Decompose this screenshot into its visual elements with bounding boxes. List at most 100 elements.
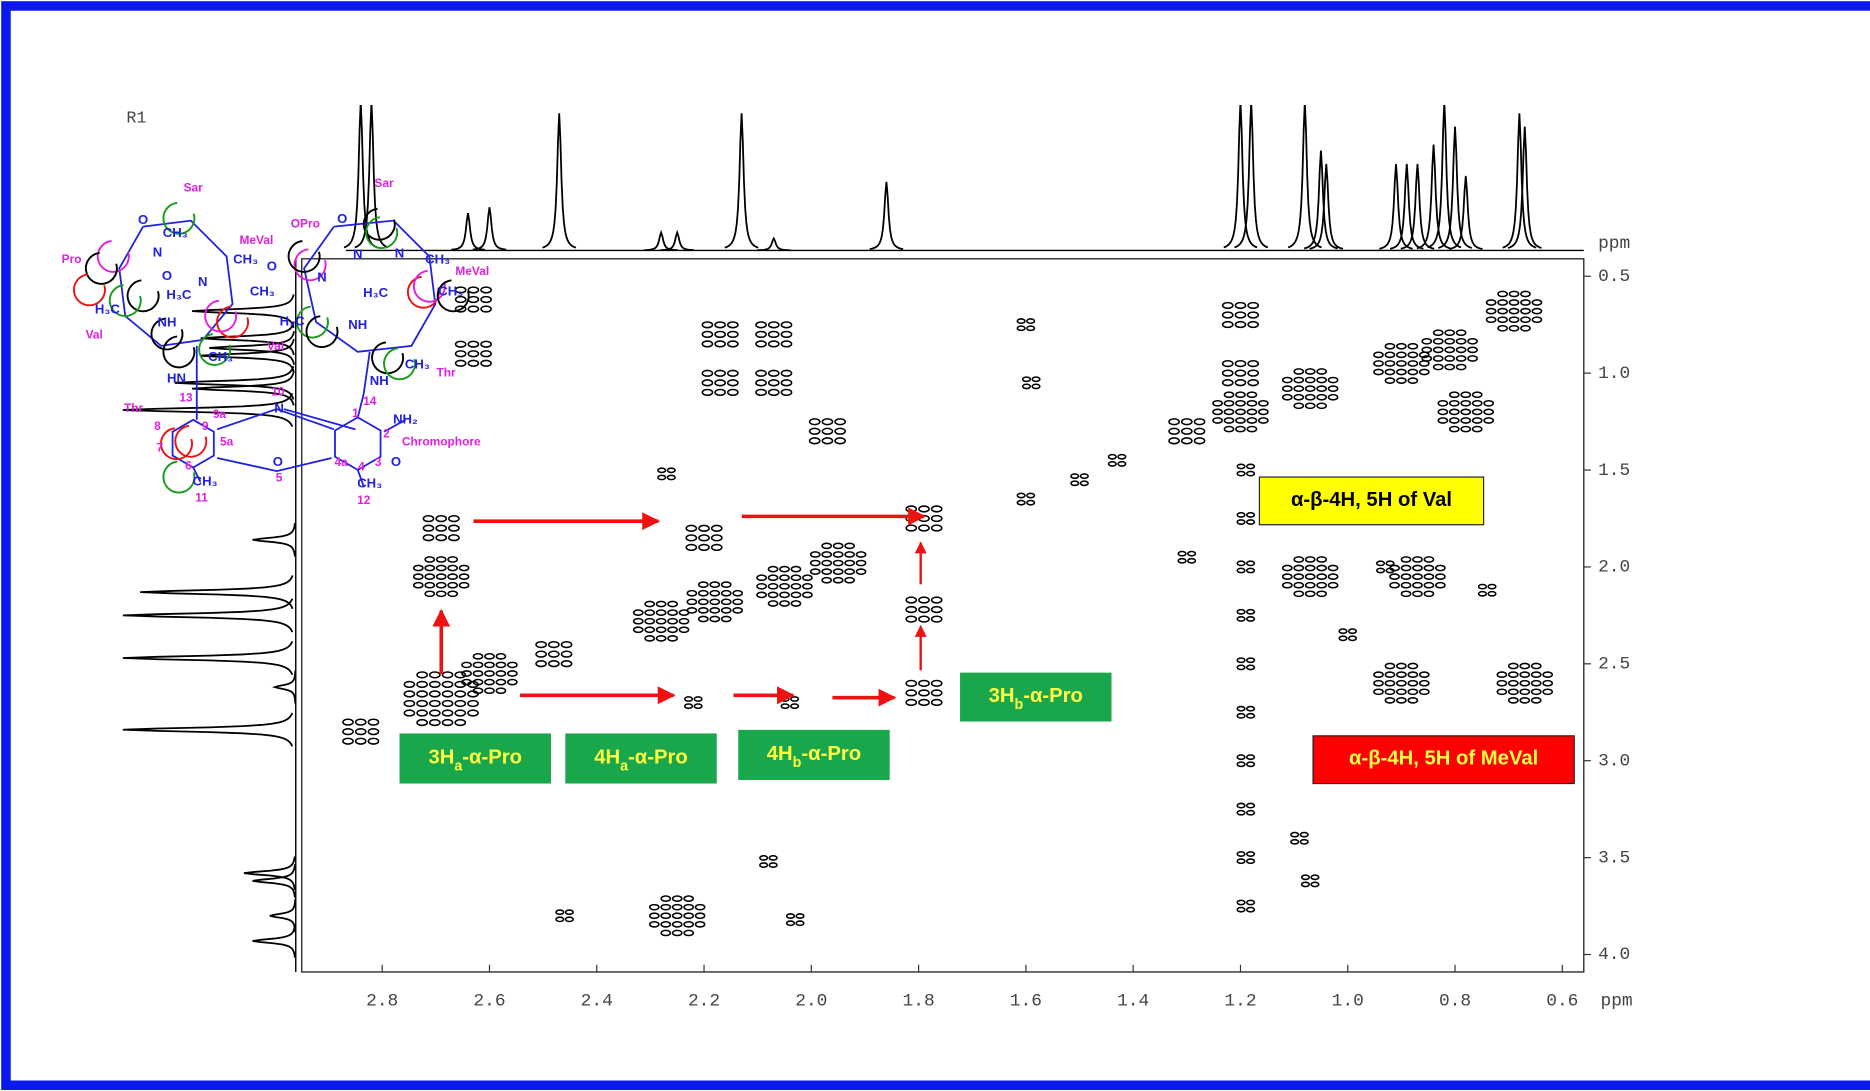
contour <box>1246 399 1258 407</box>
contour <box>1221 359 1234 368</box>
contour <box>671 921 683 928</box>
contour <box>667 600 678 608</box>
contour <box>1448 391 1460 399</box>
cross-peak <box>755 369 793 397</box>
structure-label: 6 <box>185 458 192 472</box>
cross-peak <box>905 596 943 623</box>
contour <box>1412 556 1423 563</box>
contour <box>1234 301 1247 310</box>
contour <box>1293 581 1305 589</box>
annotation-text: b <box>1014 697 1023 713</box>
contour <box>1432 363 1444 371</box>
annotation-text: -α-Pro <box>462 747 522 769</box>
contour <box>905 689 918 697</box>
contour <box>714 369 726 377</box>
contour <box>666 474 676 481</box>
contour <box>768 862 778 869</box>
contour <box>834 437 847 445</box>
structure-label: H₃C <box>95 302 121 317</box>
structure-label: 9a <box>213 407 227 421</box>
contour <box>1327 573 1339 580</box>
contour <box>1304 385 1316 392</box>
contour <box>1384 662 1396 670</box>
contour <box>1373 360 1384 367</box>
contour <box>495 687 507 695</box>
contour <box>547 650 560 658</box>
contour <box>759 855 769 861</box>
contour <box>1421 337 1433 345</box>
contour <box>458 581 470 589</box>
contour <box>454 295 467 304</box>
contour <box>790 591 802 599</box>
contour <box>1483 408 1495 416</box>
contour <box>709 581 721 588</box>
contour <box>686 607 698 614</box>
contour <box>1235 408 1246 416</box>
contour <box>698 534 710 542</box>
contour <box>714 388 726 397</box>
cross-peak <box>905 679 943 707</box>
contour <box>767 369 780 377</box>
contour <box>802 574 813 582</box>
annotation-label: α-β-4H, 5H of MeVal <box>1349 748 1538 770</box>
contour <box>1235 425 1246 433</box>
annotation-text: -α-Pro <box>1023 685 1083 707</box>
contour <box>930 689 943 697</box>
contour <box>1531 307 1543 315</box>
contour <box>1530 688 1542 696</box>
hmbc-arrow <box>162 201 196 235</box>
structure-label: 2 <box>383 426 390 440</box>
contour <box>732 607 744 614</box>
contour <box>472 670 484 677</box>
contour <box>1471 391 1483 399</box>
top-projection <box>343 104 1542 252</box>
contour <box>484 670 495 677</box>
contour <box>1497 324 1508 332</box>
structure-label: CH₃ <box>438 284 463 299</box>
bond <box>383 419 406 433</box>
structure-label: CH₃ <box>405 356 430 371</box>
contour <box>354 737 367 745</box>
cross-peak <box>1221 359 1260 387</box>
contour <box>560 640 573 649</box>
contour <box>1508 290 1520 298</box>
contour <box>1258 399 1269 407</box>
contour <box>1444 329 1456 337</box>
structure-label: CH₃ <box>250 284 275 299</box>
cross-peak <box>555 909 574 923</box>
contour <box>809 551 821 558</box>
contour <box>424 573 436 580</box>
contour <box>720 589 732 597</box>
structure-label: Sar <box>374 176 394 190</box>
y-tick-label: 4.0 <box>1598 945 1630 965</box>
plot-area <box>301 258 1585 973</box>
contour <box>1347 635 1358 642</box>
projection-peak <box>271 670 297 704</box>
projection-peak <box>243 856 296 890</box>
contour <box>1299 831 1309 838</box>
contour <box>1293 385 1305 392</box>
contour <box>660 903 672 911</box>
contour <box>424 556 436 563</box>
contour <box>1487 590 1497 597</box>
contour <box>428 718 441 727</box>
cross-peak <box>342 718 380 745</box>
contour <box>1293 564 1305 572</box>
contour <box>435 556 447 563</box>
contour <box>1293 556 1305 563</box>
structure-label: O <box>267 259 277 274</box>
contour <box>1107 453 1117 460</box>
hmbc-arrow <box>204 299 238 333</box>
annotation-text: 4H <box>594 747 620 769</box>
contour <box>855 559 867 567</box>
cross-peak <box>1168 418 1206 445</box>
contour <box>683 703 694 710</box>
structure-label: NH₂ <box>393 411 418 426</box>
projection-peak <box>200 321 295 356</box>
contour <box>1384 342 1396 350</box>
contour <box>1542 679 1554 687</box>
contour <box>1247 369 1260 377</box>
contour <box>467 359 480 367</box>
structure-label: 10 <box>271 385 285 399</box>
